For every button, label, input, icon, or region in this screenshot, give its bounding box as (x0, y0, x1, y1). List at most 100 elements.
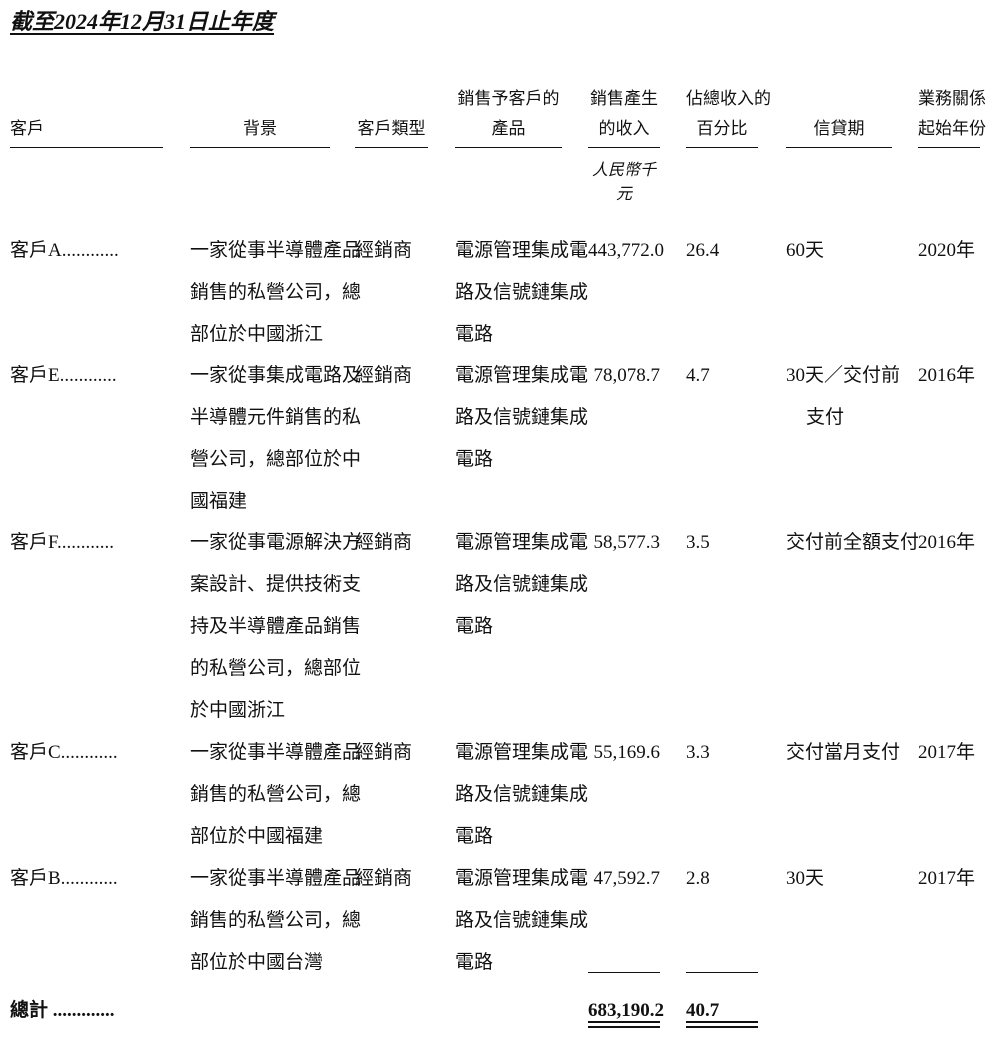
customer-type: 經銷商 (355, 532, 413, 553)
credit-period: 交付當月支付 (786, 732, 901, 774)
table-title: 截至2024年12月31日止年度 (10, 9, 275, 34)
header-text: 背景 (243, 119, 277, 138)
product-line: 路及信號鏈集成 (455, 407, 589, 428)
total-double-rule (686, 1021, 758, 1028)
background-line: 半導體元件銷售的私 (190, 407, 362, 428)
product: 電源管理集成電 路及信號鏈集成 電路 (455, 522, 589, 648)
product-line: 電源管理集成電 (455, 532, 589, 553)
header-rule (588, 147, 660, 148)
percent: 2.8 (686, 868, 710, 889)
revenue: 55,169.6 (593, 742, 661, 763)
customer-name: 客戶E............ (10, 365, 117, 386)
background: 一家從事半導體產品 銷售的私營公司，總 部位於中國台灣 (190, 858, 362, 984)
percent: 3.3 (686, 742, 710, 763)
customer-name: 客戶A............ (10, 240, 119, 261)
customer-name: 客戶C............ (10, 742, 118, 763)
product-line: 電源管理集成電 (455, 240, 589, 261)
header-text (10, 84, 163, 114)
total-label: 總計 ............. (10, 1000, 115, 1021)
header-text: 佔總收入的 (686, 89, 771, 108)
header-rule (686, 147, 758, 148)
credit-period-line: 交付前全額支付 (786, 532, 920, 553)
header-text: 信貸期 (813, 119, 865, 138)
customer-type: 經銷商 (355, 742, 413, 763)
credit-period: 30天 (786, 858, 896, 900)
credit-period: 交付前全額支付 (786, 522, 920, 564)
product-line: 電路 (455, 449, 494, 470)
background-line: 部位於中國台灣 (190, 952, 324, 973)
header-text: 業務關係 (918, 89, 986, 108)
product-line: 電路 (455, 616, 494, 637)
credit-period-line: 交付當月支付 (786, 742, 901, 763)
total-revenue: 683,190.2 (588, 1000, 664, 1021)
header-rule (355, 147, 428, 148)
header-type: 客戶類型 (355, 84, 428, 148)
header-text: 起始年份 (918, 119, 986, 138)
percent: 4.7 (686, 365, 710, 386)
start-year: 2020年 (918, 240, 976, 261)
total-percent: 40.7 (686, 1000, 720, 1021)
product-line: 電源管理集成電 (455, 868, 589, 889)
background-line: 於中國浙江 (190, 700, 286, 721)
credit-period-line: 30天／交付前 (786, 365, 901, 386)
header-background: 背景 (190, 84, 330, 148)
header-text (355, 84, 428, 114)
background-line: 一家從事半導體產品 (190, 868, 362, 889)
credit-period-line: 60天 (786, 240, 825, 261)
start-year: 2017年 (918, 868, 976, 889)
product: 電源管理集成電 路及信號鏈集成 電路 (455, 230, 589, 356)
header-text: 銷售產生 (590, 89, 658, 108)
product-line: 路及信號鏈集成 (455, 574, 589, 595)
background: 一家從事半導體產品 銷售的私營公司，總 部位於中國浙江 (190, 230, 362, 356)
background-line: 一家從事集成電路及 (190, 365, 362, 386)
unit-label: 人民幣千元 (591, 162, 656, 203)
percent: 26.4 (686, 240, 720, 261)
background-line: 國福建 (190, 491, 248, 512)
background: 一家從事集成電路及 半導體元件銷售的私 營公司，總部位於中 國福建 (190, 355, 362, 523)
background-line: 銷售的私營公司，總 (190, 910, 362, 931)
product-line: 路及信號鏈集成 (455, 910, 589, 931)
total-double-rule (588, 1021, 660, 1028)
background-line: 部位於中國福建 (190, 826, 324, 847)
revenue: 47,592.7 (593, 868, 661, 889)
product: 電源管理集成電 路及信號鏈集成 電路 (455, 355, 589, 481)
product-line: 電源管理集成電 (455, 742, 589, 763)
percent: 3.5 (686, 532, 710, 553)
header-credit: 信貸期 (786, 84, 892, 148)
header-text: 產品 (491, 119, 526, 138)
header-text: 銷售予客戶的 (457, 89, 560, 108)
background-line: 銷售的私營公司，總 (190, 784, 362, 805)
header-revenue: 銷售產生 的收入 (588, 84, 660, 148)
product-line: 電源管理集成電 (455, 365, 589, 386)
header-rule (190, 147, 330, 148)
background-line: 案設計、提供技術支 (190, 574, 362, 595)
product: 電源管理集成電 路及信號鏈集成 電路 (455, 858, 589, 984)
background-line: 一家從事半導體產品 (190, 240, 362, 261)
header-rule (918, 147, 980, 148)
background-line: 的私營公司，總部位 (190, 658, 362, 679)
background-line: 營公司，總部位於中 (190, 449, 362, 470)
header-text: 客戶 (10, 119, 44, 138)
header-text: 的收入 (598, 119, 650, 138)
header-customer: 客戶 (10, 84, 163, 148)
credit-period: 30天／交付前支付 (786, 355, 901, 439)
customer-name: 客戶F............ (10, 532, 115, 553)
background: 一家從事半導體產品 銷售的私營公司，總 部位於中國福建 (190, 732, 362, 858)
revenue: 78,078.7 (593, 365, 661, 386)
product-line: 路及信號鏈集成 (455, 784, 589, 805)
start-year: 2016年 (918, 365, 976, 386)
header-rule (455, 147, 562, 148)
customer-type: 經銷商 (355, 240, 413, 261)
customer-name: 客戶B............ (10, 868, 118, 889)
header-rule (786, 147, 892, 148)
background-line: 銷售的私營公司，總 (190, 282, 362, 303)
product-line: 電路 (455, 952, 494, 973)
header-text: 客戶類型 (357, 119, 426, 138)
customer-type: 經銷商 (355, 868, 413, 889)
subtotal-rule (588, 972, 660, 973)
background-line: 一家從事電源解決方 (190, 532, 362, 553)
header-text (786, 84, 892, 114)
revenue: 443,772.0 (588, 240, 664, 261)
credit-period-line: 支付 (806, 407, 845, 428)
product-line: 路及信號鏈集成 (455, 282, 589, 303)
